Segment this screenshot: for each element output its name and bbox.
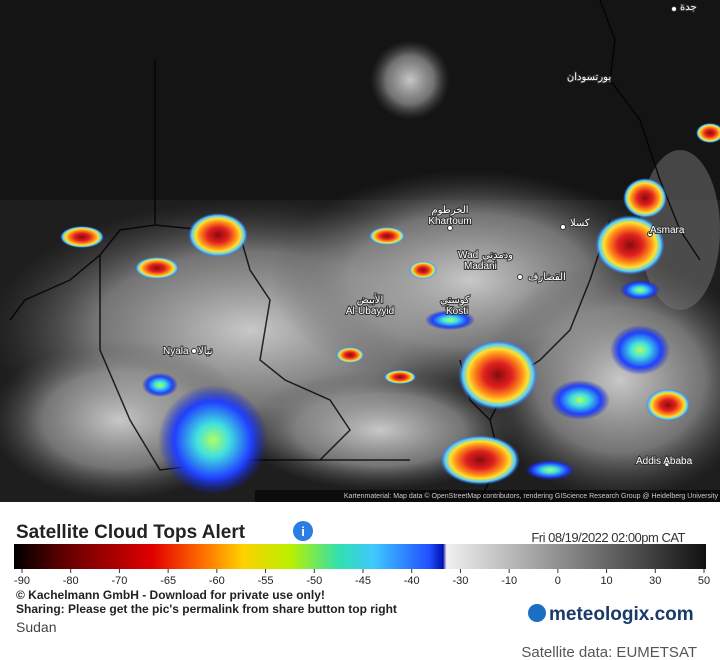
sharing-note: Sharing: Please get the pic's permalink …: [16, 602, 397, 616]
scale-tick-label: -50: [306, 575, 322, 587]
svg-text:i: i: [301, 524, 305, 539]
satellite-map: جدة بورتسودان الخرطوم Khartoum كسلا Asma…: [0, 0, 720, 502]
city-label: الأبيض: [357, 294, 384, 306]
city-label: كسلا: [570, 218, 590, 229]
color-scale: [14, 544, 706, 569]
city-label: كوستي: [440, 295, 470, 306]
scale-tick-label: -90: [14, 575, 30, 587]
logo: meteologix.com: [549, 604, 694, 625]
attribution: Kartenmaterial: Map data © OpenStreetMap…: [344, 492, 719, 500]
logo-icon: [528, 604, 546, 622]
city-label: القضارف: [528, 272, 566, 283]
scale-tick-label: -40: [404, 575, 420, 587]
legend-panel: Satellite Cloud Tops Alert i Fri 08/19/2…: [14, 521, 710, 660]
city-label: Asmara: [650, 225, 685, 236]
info-icon[interactable]: [293, 521, 313, 541]
city-label: جدة: [680, 2, 697, 13]
scale-tick-label: 10: [600, 575, 612, 587]
city-label: Addis Ababa: [636, 456, 693, 467]
region: Sudan: [16, 619, 56, 635]
copyright: © Kachelmann GmbH - Download for private…: [16, 588, 325, 602]
scale-tick-label: -65: [160, 575, 176, 587]
scale-tick-label: -55: [258, 575, 274, 587]
city-label: Madani: [464, 261, 497, 272]
scale-tick-label: -70: [111, 575, 127, 587]
scale-tick-label: 0: [555, 575, 561, 587]
scale-tick-label: -10: [501, 575, 517, 587]
city-label: Nyala: [163, 346, 189, 357]
city-label: Kosti: [446, 306, 468, 317]
city-label: Wad: [458, 250, 478, 261]
city-label: Al-Ubayyid: [346, 306, 394, 317]
timestamp: Fri 08/19/2022 02:00pm CAT: [531, 530, 685, 545]
city-markers: [191, 6, 677, 467]
city-label: بورتسودان: [567, 72, 611, 83]
city-label: ودمدني: [482, 250, 513, 261]
city-label: Khartoum: [428, 216, 471, 227]
scale-tick-label: -60: [209, 575, 225, 587]
scale-tick-label: 30: [649, 575, 661, 587]
scale-tick-label: -30: [452, 575, 468, 587]
scale-tick-label: 50: [698, 575, 710, 587]
data-source: Satellite data: EUMETSAT: [521, 644, 697, 660]
scale-tick-label: -45: [355, 575, 371, 587]
legend-title: Satellite Cloud Tops Alert: [16, 522, 246, 543]
city-label: نيالا: [198, 346, 213, 357]
city-label: الخرطوم: [431, 205, 468, 216]
scale-tick-label: -80: [63, 575, 79, 587]
